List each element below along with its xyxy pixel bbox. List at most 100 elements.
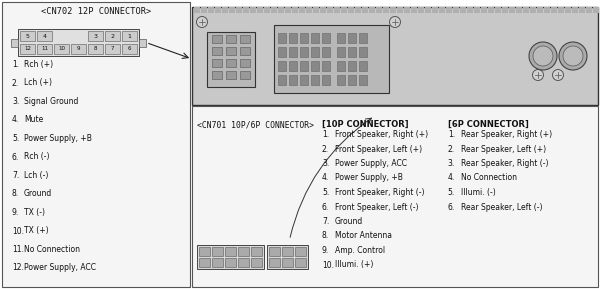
Bar xyxy=(397,7,403,13)
Bar xyxy=(271,7,277,13)
Bar xyxy=(474,7,480,13)
Bar xyxy=(306,7,312,13)
Bar xyxy=(558,7,564,13)
Bar xyxy=(20,31,35,41)
Circle shape xyxy=(533,69,544,81)
Bar xyxy=(37,31,52,41)
Text: <CN701 10P/6P CONNECTOR>: <CN701 10P/6P CONNECTOR> xyxy=(197,121,314,130)
Bar xyxy=(250,7,256,13)
Bar xyxy=(313,7,319,13)
Text: 9: 9 xyxy=(77,47,80,51)
Bar xyxy=(278,75,286,85)
Bar xyxy=(404,7,410,13)
Text: 5.: 5. xyxy=(322,188,329,197)
Bar xyxy=(240,35,250,43)
Text: 9.: 9. xyxy=(12,208,19,217)
Bar xyxy=(199,258,210,267)
Bar xyxy=(122,31,137,41)
Bar xyxy=(225,247,236,256)
Bar xyxy=(439,7,445,13)
Bar xyxy=(432,7,438,13)
Text: <CN702 12P CONNECTOR>: <CN702 12P CONNECTOR> xyxy=(41,7,151,16)
Text: Front Speaker, Left (-): Front Speaker, Left (-) xyxy=(335,203,418,212)
Text: Power Supply, ACC: Power Supply, ACC xyxy=(335,159,407,168)
Text: Front Speaker, Left (+): Front Speaker, Left (+) xyxy=(335,144,422,153)
Bar xyxy=(359,47,367,57)
Bar xyxy=(238,247,249,256)
Text: 11.: 11. xyxy=(12,245,24,254)
Bar xyxy=(348,7,354,13)
Bar xyxy=(20,44,35,54)
Text: 4: 4 xyxy=(43,34,47,38)
Text: Ground: Ground xyxy=(24,190,52,199)
Bar xyxy=(537,7,543,13)
Bar xyxy=(495,7,501,13)
Text: 8: 8 xyxy=(94,47,97,51)
Text: Rch (-): Rch (-) xyxy=(24,153,49,162)
Bar xyxy=(243,7,249,13)
Bar xyxy=(88,44,103,54)
Bar xyxy=(238,258,249,267)
Bar xyxy=(212,59,222,67)
Bar xyxy=(236,7,242,13)
Text: 7.: 7. xyxy=(322,217,329,226)
Bar xyxy=(292,7,298,13)
Bar xyxy=(105,44,120,54)
Bar xyxy=(322,75,330,85)
Bar xyxy=(376,7,382,13)
Bar xyxy=(334,7,340,13)
Bar xyxy=(251,247,262,256)
Bar xyxy=(269,247,280,256)
Bar xyxy=(278,33,286,43)
Text: 6.: 6. xyxy=(448,203,455,212)
Bar xyxy=(88,31,103,41)
Bar xyxy=(295,247,306,256)
Text: 1: 1 xyxy=(128,34,131,38)
Text: [10P CONNECTOR]: [10P CONNECTOR] xyxy=(322,120,409,129)
Text: TX (-): TX (-) xyxy=(24,208,45,217)
Bar xyxy=(251,258,262,267)
Bar xyxy=(572,7,578,13)
Bar xyxy=(278,61,286,71)
Bar xyxy=(240,59,250,67)
Bar xyxy=(54,44,69,54)
Bar xyxy=(282,258,293,267)
Bar xyxy=(274,25,389,93)
Text: 4.: 4. xyxy=(448,173,455,182)
Text: Rear Speaker, Right (+): Rear Speaker, Right (+) xyxy=(461,130,552,139)
Bar xyxy=(544,7,550,13)
Text: Power Supply, +B: Power Supply, +B xyxy=(335,173,403,182)
Text: 12.: 12. xyxy=(12,264,24,273)
Bar xyxy=(516,7,522,13)
Bar xyxy=(289,47,297,57)
Bar xyxy=(267,245,308,269)
Bar xyxy=(289,75,297,85)
Text: Rear Speaker, Right (-): Rear Speaker, Right (-) xyxy=(461,159,548,168)
Bar xyxy=(226,47,236,55)
Bar xyxy=(269,258,280,267)
Bar xyxy=(225,258,236,267)
Text: Illumi. (+): Illumi. (+) xyxy=(335,260,373,270)
Bar xyxy=(355,7,361,13)
Bar xyxy=(300,47,308,57)
Text: Amp. Control: Amp. Control xyxy=(335,246,385,255)
Bar xyxy=(285,7,291,13)
Bar xyxy=(11,38,18,47)
Text: 6.: 6. xyxy=(12,153,19,162)
Text: 1.: 1. xyxy=(448,130,455,139)
Bar xyxy=(359,33,367,43)
Text: Front Speaker, Right (-): Front Speaker, Right (-) xyxy=(335,188,424,197)
Bar xyxy=(122,44,137,54)
Bar xyxy=(348,75,356,85)
Text: 5.: 5. xyxy=(12,134,19,143)
Bar xyxy=(359,61,367,71)
Circle shape xyxy=(533,46,553,66)
Bar xyxy=(240,71,250,79)
Text: Rch (+): Rch (+) xyxy=(24,60,53,69)
Bar xyxy=(212,247,223,256)
Text: 2.: 2. xyxy=(12,79,19,88)
Text: 10.: 10. xyxy=(322,260,334,270)
Bar xyxy=(320,7,326,13)
Bar xyxy=(460,7,466,13)
Bar xyxy=(212,258,223,267)
